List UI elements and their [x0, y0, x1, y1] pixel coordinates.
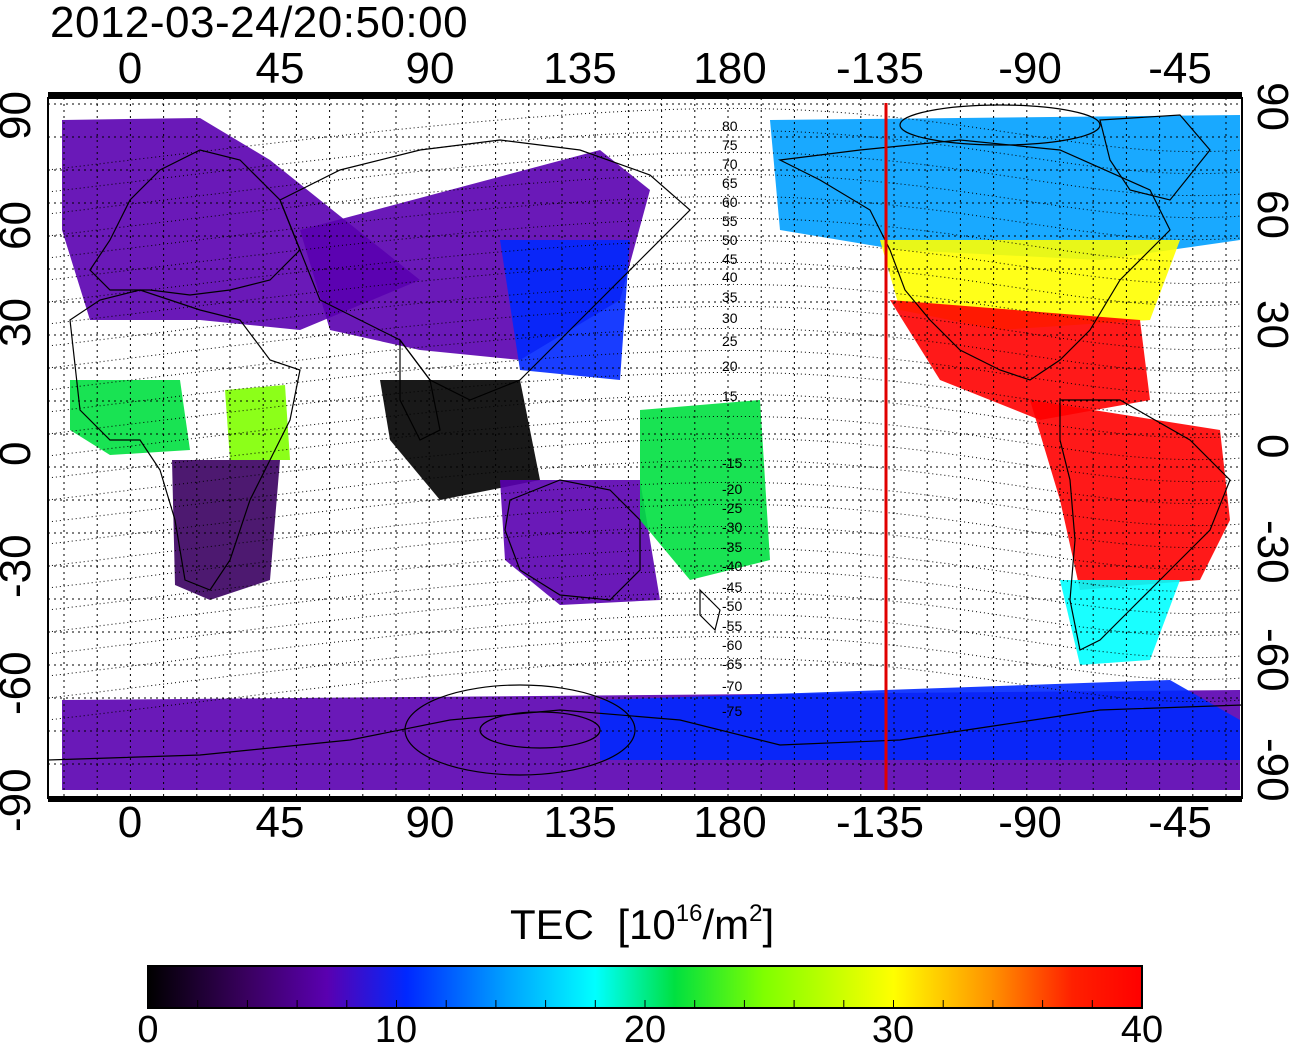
asia-coastline — [279, 139, 691, 401]
bottom-lon-tick: 90 — [405, 798, 455, 847]
tec-region-south-america — [1030, 400, 1230, 590]
top-axis-bar — [48, 92, 1242, 98]
colorbar-units-exponent: 16 — [675, 900, 703, 927]
tec-region-pacific-west — [640, 400, 770, 580]
top-lon-tick: -135 — [835, 44, 925, 93]
magnetic-latitude-label: -50 — [722, 598, 742, 614]
top-lon-tick: 135 — [543, 44, 617, 93]
bottom-axis-bar — [48, 796, 1242, 802]
magnetic-latitude-contour — [48, 613, 1242, 677]
magnetic-latitude-label: -20 — [722, 481, 742, 497]
tec-region-antarctic-coast — [600, 680, 1240, 760]
bottom-lon-tick: -135 — [835, 798, 925, 847]
bottom-lon-tick: 45 — [255, 798, 305, 847]
tec-region-east-asia — [500, 240, 630, 380]
magnetic-latitude-label: -35 — [722, 539, 742, 555]
south-magnetic-oval-outer — [404, 684, 636, 776]
bottom-lon-tick: 180 — [693, 798, 767, 847]
colorbar-units-exponent2: 2 — [749, 900, 763, 927]
magnetic-latitude-label: 15 — [722, 388, 738, 404]
tec-region-central-america — [890, 300, 1150, 420]
magnetic-latitude-label: 50 — [722, 232, 738, 248]
graticule — [48, 98, 1242, 798]
colorbar-tick-label: 20 — [623, 1009, 667, 1051]
top-lon-tick: 45 — [255, 44, 305, 93]
tec-regions — [62, 115, 1240, 790]
magnetic-latitude-label: -70 — [722, 678, 742, 694]
north-magnetic-oval — [899, 104, 1101, 146]
south-america-coastline — [1059, 399, 1231, 651]
magnetic-latitude-label: -65 — [722, 656, 742, 672]
tec-region-east-africa-equatorial — [225, 385, 290, 460]
colorbar-title: TEC [1016/m2] — [510, 900, 774, 950]
magnetic-latitude-label: 65 — [722, 175, 738, 191]
magnetic-latitude-label: 55 — [722, 213, 738, 229]
bottom-lon-tick: 0 — [117, 798, 143, 847]
magnetic-latitude-label: -25 — [722, 500, 742, 516]
top-lon-tick: -90 — [998, 44, 1062, 93]
colorbar-tick-label: 0 — [137, 1009, 159, 1051]
magnetic-latitude-label: -45 — [722, 579, 742, 595]
bottom-lon-tick: -90 — [998, 798, 1062, 847]
tec-region-australia — [500, 480, 660, 605]
magnetic-latitude-label: -15 — [722, 455, 742, 471]
magnetic-latitude-label: 80 — [722, 118, 738, 134]
magnetic-latitude-label: 70 — [722, 156, 738, 172]
magnetic-latitude-labels: 80 75 70 65 60 55 50 45 40 35 30 25 20 15 -15 -20 -25 -30… — [722, 118, 742, 719]
magnetic-latitude-label: -60 — [722, 637, 742, 653]
new-zealand-coastline — [699, 588, 721, 632]
africa-coastline — [69, 289, 301, 591]
antarctica-coastline — [48, 704, 1242, 761]
magnetic-latitude-label: 25 — [722, 333, 738, 349]
south-magnetic-oval-inner — [479, 711, 601, 749]
top-lon-tick: 0 — [117, 44, 143, 93]
australia-coastline — [504, 479, 641, 601]
magnetic-latitude-label: 75 — [722, 137, 738, 153]
top-lon-tick: 90 — [405, 44, 455, 93]
magnetic-latitude-label: 45 — [722, 251, 738, 267]
magnetic-latitude-label: -30 — [722, 519, 742, 535]
tec-region-patagonia — [1060, 580, 1180, 665]
top-lon-tick: 180 — [693, 44, 767, 93]
top-lon-tick: -45 — [1148, 44, 1212, 93]
india-coastline — [399, 338, 441, 441]
colorbar-tick-label: 30 — [871, 1009, 915, 1051]
bottom-lon-tick: 135 — [543, 798, 617, 847]
colorbar-tick-label: 10 — [374, 1009, 418, 1051]
tec-region-southeast-asia — [380, 380, 540, 500]
magnetic-latitude-label: 30 — [722, 310, 738, 326]
magnetic-latitude-label: 20 — [722, 358, 738, 374]
magnetic-latitude-label: -75 — [722, 703, 742, 719]
magnetic-latitude-label: 60 — [722, 194, 738, 210]
magnetic-latitude-label: -55 — [722, 618, 742, 634]
colorbar-units-suffix: ] — [762, 901, 775, 948]
tec-region-southern-africa — [172, 460, 280, 600]
magnetic-latitude-label: 35 — [722, 289, 738, 305]
magnetic-latitude-label: 40 — [722, 269, 738, 285]
colorbar-tick-label: 40 — [1120, 1009, 1164, 1051]
colorbar-minor-ticks — [197, 1000, 1093, 1008]
magnetic-latitude-contour — [48, 591, 1242, 655]
bottom-lon-tick: -45 — [1148, 798, 1212, 847]
coastlines — [48, 104, 1242, 776]
colorbar-units-mid: /m — [702, 901, 750, 948]
colorbar-title-text: TEC — [510, 901, 594, 948]
greenland-coastline — [1099, 114, 1211, 201]
colorbar-units-prefix: [10 — [617, 901, 676, 948]
magnetic-latitude-label: -40 — [722, 558, 742, 574]
timestamp: 2012-03-24/20:50:00 — [50, 0, 469, 47]
